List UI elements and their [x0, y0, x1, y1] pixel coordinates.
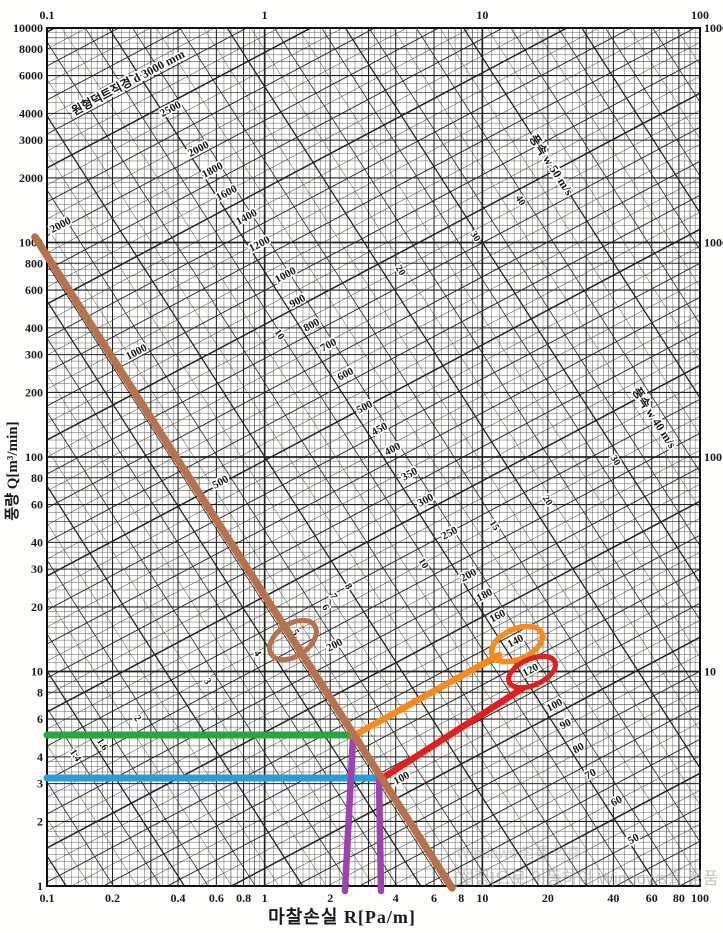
svg-text:300: 300	[25, 348, 43, 362]
windows-activation-watermark-line2: [설정]으로 이동하여 Windows를 정품 인증	[454, 869, 723, 888]
svg-text:6000: 6000	[19, 69, 43, 83]
svg-text:1: 1	[262, 8, 268, 22]
svg-text:100: 100	[691, 891, 709, 905]
svg-text:800: 800	[25, 256, 43, 270]
svg-text:2: 2	[37, 814, 43, 828]
svg-text:4: 4	[251, 649, 263, 659]
friction-line-purple-1	[341, 733, 357, 895]
svg-text:8000: 8000	[19, 42, 43, 56]
svg-text:160: 160	[487, 607, 508, 626]
svg-text:80: 80	[673, 891, 685, 905]
svg-text:10: 10	[31, 665, 43, 679]
windows-activation-watermark-line1: Windows 정품 인증	[456, 845, 581, 862]
svg-text:4: 4	[37, 750, 43, 764]
svg-text:0.1: 0.1	[40, 891, 55, 905]
svg-text:2: 2	[327, 891, 333, 905]
svg-text:600: 600	[25, 283, 43, 297]
svg-text:4000: 4000	[19, 106, 43, 120]
svg-text:100: 100	[691, 8, 709, 22]
diameter-trace-orange	[349, 651, 503, 740]
svg-text:10: 10	[476, 8, 488, 22]
svg-text:600: 600	[335, 365, 356, 384]
svg-text:60: 60	[609, 793, 625, 809]
svg-text:1: 1	[262, 891, 268, 905]
svg-text:0.8: 0.8	[236, 891, 251, 905]
svg-text:0.6: 0.6	[209, 891, 224, 905]
velocity-series-label-2: 풍속 w 40 m/s	[629, 385, 679, 451]
svg-text:500: 500	[354, 398, 375, 417]
svg-text:2000: 2000	[186, 139, 211, 160]
svg-text:6: 6	[319, 603, 331, 613]
svg-text:1400: 1400	[234, 207, 259, 228]
svg-text:60: 60	[31, 498, 43, 512]
y-axis-title: 풍량 Q[m³/min]	[5, 421, 21, 521]
svg-text:1600: 1600	[214, 183, 239, 204]
velocity-trace-brown	[31, 233, 456, 892]
svg-text:10: 10	[704, 665, 716, 679]
svg-text:800: 800	[301, 316, 322, 335]
svg-text:20: 20	[540, 493, 555, 507]
grid-mesh	[47, 28, 700, 886]
svg-text:40: 40	[31, 535, 43, 549]
svg-text:8: 8	[458, 891, 464, 905]
svg-text:2: 2	[131, 714, 143, 724]
svg-text:100: 100	[25, 450, 43, 464]
svg-text:2000: 2000	[48, 215, 73, 236]
svg-text:6: 6	[37, 712, 43, 726]
svg-text:2000: 2000	[19, 171, 43, 185]
velocity-series-label: 풍속 w 50 m/s	[526, 132, 576, 198]
svg-text:3: 3	[37, 777, 43, 791]
svg-text:10000: 10000	[13, 21, 43, 35]
svg-text:40: 40	[513, 193, 528, 207]
svg-text:0.1: 0.1	[40, 8, 55, 22]
svg-text:700: 700	[318, 336, 339, 355]
svg-text:40: 40	[607, 891, 619, 905]
svg-text:15: 15	[487, 518, 502, 532]
svg-text:3000: 3000	[19, 133, 43, 147]
svg-text:80: 80	[31, 471, 43, 485]
svg-text:3: 3	[201, 677, 213, 687]
svg-text:250: 250	[439, 524, 460, 543]
svg-text:1: 1	[37, 879, 43, 893]
svg-text:450: 450	[369, 420, 390, 439]
axis-tick-labels: 0.1 0.2 0.4 0.6 0.8 1 2 4 6 8 10 20 40 60 80 1000.1 1 10 1…	[13, 8, 723, 905]
svg-text:4: 4	[393, 891, 399, 905]
svg-text:100: 100	[704, 450, 722, 464]
svg-text:60: 60	[646, 891, 658, 905]
worked-example-annotations	[31, 233, 558, 895]
svg-text:500: 500	[210, 473, 231, 492]
svg-text:7: 7	[327, 592, 339, 602]
velocity-circle-brown	[267, 617, 319, 663]
svg-text:900: 900	[287, 292, 308, 311]
x-axis-title: 마찰손실 R[Pa/m]	[268, 907, 416, 927]
svg-text:0.4: 0.4	[171, 891, 186, 905]
svg-text:8: 8	[342, 582, 354, 592]
svg-text:8: 8	[37, 685, 43, 699]
svg-text:400: 400	[25, 321, 43, 335]
diameter-circle-orange	[488, 623, 546, 665]
svg-text:1000: 1000	[704, 236, 723, 250]
svg-text:200: 200	[25, 385, 43, 399]
plot-frame	[46, 27, 701, 887]
svg-text:20: 20	[31, 600, 43, 614]
diameter-circle-red	[506, 653, 558, 691]
svg-text:140: 140	[505, 632, 526, 651]
friction-line-purple-2	[375, 776, 385, 895]
svg-text:30: 30	[608, 453, 623, 467]
svg-text:20: 20	[542, 891, 554, 905]
svg-text:10000: 10000	[704, 21, 723, 35]
svg-text:30: 30	[31, 562, 43, 576]
diameter-trace-red	[377, 684, 527, 783]
svg-text:6: 6	[431, 891, 437, 905]
svg-text:0.2: 0.2	[105, 891, 120, 905]
svg-text:10: 10	[476, 891, 488, 905]
svg-text:70: 70	[583, 766, 599, 782]
